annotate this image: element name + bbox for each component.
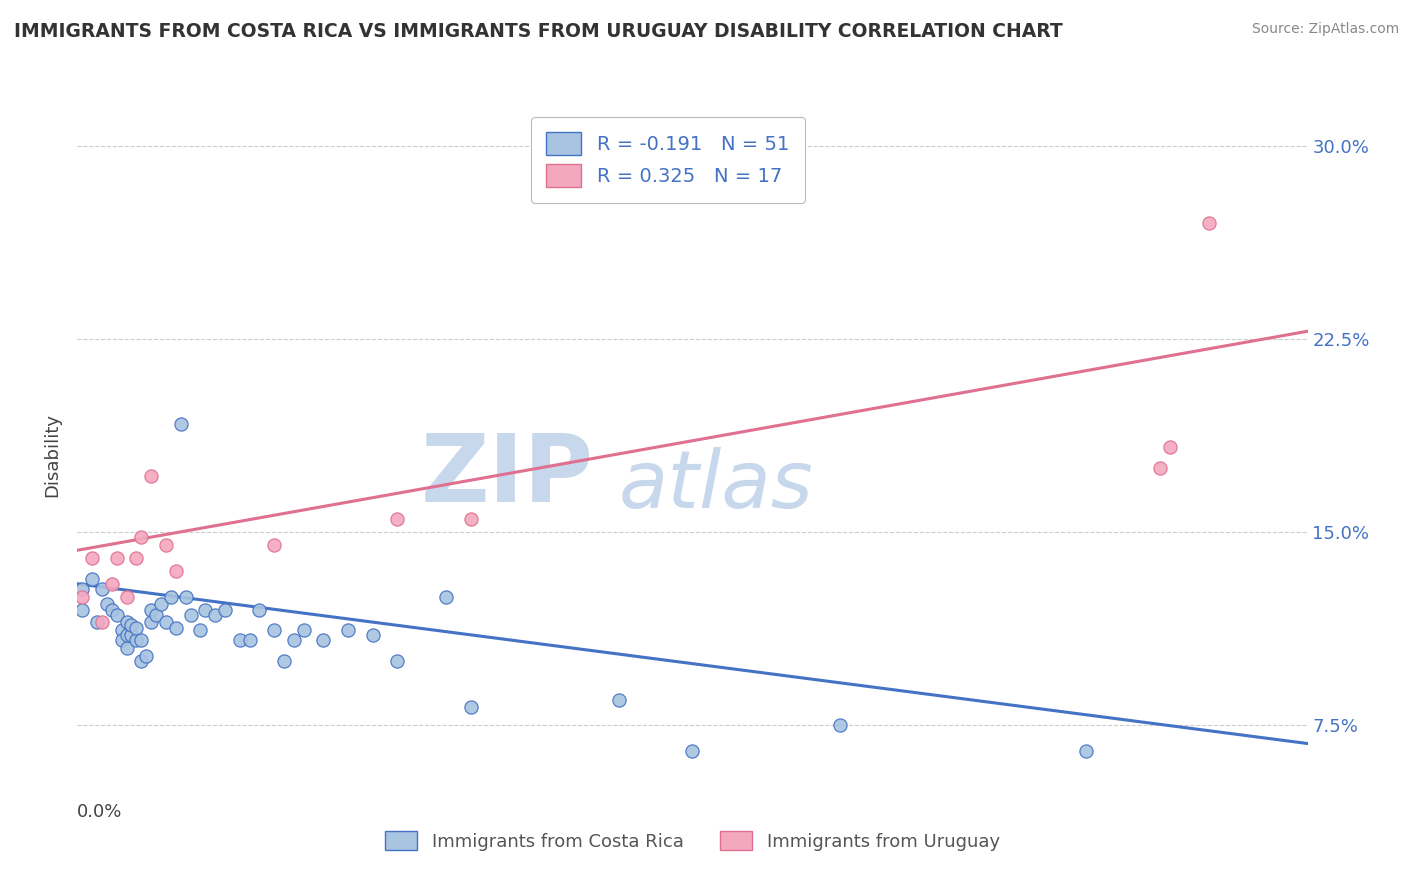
Point <box>249 602 271 616</box>
Legend: Immigrants from Costa Rica, Immigrants from Uruguay: Immigrants from Costa Rica, Immigrants f… <box>375 822 1010 860</box>
Point <box>141 615 163 630</box>
Point <box>682 744 704 758</box>
Point <box>1149 460 1171 475</box>
Point <box>150 598 173 612</box>
Point <box>194 602 217 616</box>
Point <box>361 628 384 642</box>
Point <box>141 468 163 483</box>
Point <box>385 512 409 526</box>
Text: ZIP: ZIP <box>422 430 595 522</box>
Point <box>115 590 138 604</box>
Point <box>96 598 118 612</box>
Point <box>82 551 104 566</box>
Point <box>283 633 305 648</box>
Point <box>82 572 104 586</box>
Point <box>105 551 128 566</box>
Text: IMMIGRANTS FROM COSTA RICA VS IMMIGRANTS FROM URUGUAY DISABILITY CORRELATION CHA: IMMIGRANTS FROM COSTA RICA VS IMMIGRANTS… <box>14 22 1063 41</box>
Point <box>180 607 202 622</box>
Point <box>70 582 93 596</box>
Point <box>188 623 212 637</box>
Point <box>115 615 138 630</box>
Point <box>273 654 295 668</box>
Point <box>1198 216 1220 230</box>
Point <box>125 621 148 635</box>
Point <box>385 654 409 668</box>
Point <box>1159 440 1181 454</box>
Point <box>115 641 138 656</box>
Point <box>121 618 143 632</box>
Point <box>165 564 187 578</box>
Point <box>141 602 163 616</box>
Point <box>125 633 148 648</box>
Point <box>263 538 285 552</box>
Point <box>101 576 124 591</box>
Point <box>239 633 262 648</box>
Point <box>607 692 630 706</box>
Point <box>165 621 187 635</box>
Point <box>312 633 335 648</box>
Point <box>121 628 143 642</box>
Point <box>155 615 177 630</box>
Point <box>86 615 108 630</box>
Point <box>135 648 157 663</box>
Text: atlas: atlas <box>619 447 814 525</box>
Point <box>129 633 153 648</box>
Text: Source: ZipAtlas.com: Source: ZipAtlas.com <box>1251 22 1399 37</box>
Point <box>1076 744 1098 758</box>
Point <box>145 607 167 622</box>
Point <box>292 623 315 637</box>
Point <box>337 623 360 637</box>
Point <box>90 582 114 596</box>
Point <box>101 602 124 616</box>
Point <box>70 602 93 616</box>
Point <box>155 538 177 552</box>
Point <box>115 628 138 642</box>
Point <box>160 590 183 604</box>
Point <box>204 607 226 622</box>
Point <box>263 623 285 637</box>
Point <box>111 623 132 637</box>
Point <box>129 530 153 544</box>
Point <box>125 551 148 566</box>
Text: 0.0%: 0.0% <box>77 803 122 821</box>
Point <box>105 607 128 622</box>
Point <box>129 654 153 668</box>
Point <box>460 512 482 526</box>
Y-axis label: Disability: Disability <box>44 413 62 497</box>
Point <box>170 417 193 431</box>
Point <box>214 602 236 616</box>
Point <box>70 590 93 604</box>
Point <box>174 590 197 604</box>
Point <box>228 633 252 648</box>
Point <box>111 633 132 648</box>
Point <box>90 615 114 630</box>
Point <box>436 590 458 604</box>
Point <box>830 718 852 732</box>
Point <box>460 700 482 714</box>
